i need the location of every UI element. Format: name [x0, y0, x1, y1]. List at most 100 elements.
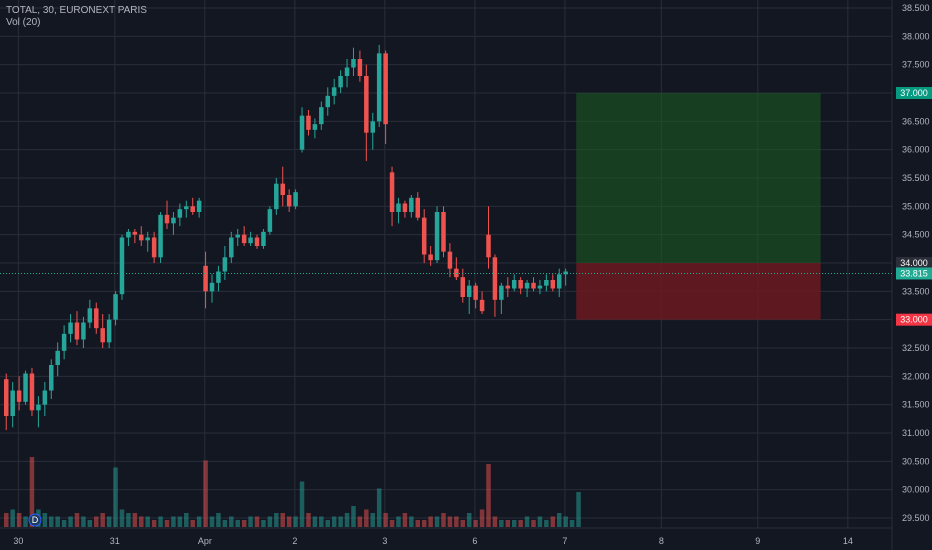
price-tick-label: 30.500 [902, 456, 930, 466]
candle-body [94, 308, 99, 329]
symbol-legend[interactable]: TOTAL, 30, EURONEXT PARIS [6, 5, 147, 16]
volume-bar [531, 520, 536, 527]
candle-body [100, 328, 105, 343]
volume-bar [139, 516, 144, 527]
volume-bar [396, 516, 401, 527]
candle-body [351, 59, 356, 68]
volume-bar [370, 513, 376, 527]
volume-bar [171, 516, 176, 527]
volume-bar [132, 513, 138, 527]
candle-body [531, 282, 536, 289]
candle-body [505, 285, 511, 289]
volume-bar [203, 460, 208, 527]
candle-body [409, 197, 414, 212]
volume-bar [280, 513, 285, 527]
time-tick-label: 3 [382, 536, 387, 546]
entry-price-tag-bg [896, 257, 932, 269]
time-axis[interactable]: 30 31 Apr 2 3 6 7 8 9 14 [13, 536, 852, 546]
volume-bar [383, 513, 388, 527]
volume-bar [229, 516, 234, 527]
volume-bar [409, 516, 414, 527]
candle-body [145, 237, 150, 241]
price-tick-label: 36.500 [902, 116, 930, 126]
volume-bar [126, 513, 131, 527]
candle-body [209, 282, 215, 292]
volume-bar [94, 516, 99, 527]
volume-bar [4, 513, 9, 527]
candle-body [473, 285, 478, 300]
candle-body [280, 183, 285, 195]
time-tick-label: 7 [562, 536, 567, 546]
volume-bar [460, 520, 466, 527]
candle-body [563, 271, 568, 275]
candle-body [248, 237, 253, 244]
candle-body [139, 234, 144, 241]
volume-bar [389, 520, 395, 527]
candle-body [81, 322, 86, 340]
volume-bar [524, 516, 530, 527]
candle-body [68, 322, 73, 334]
volume-bar [537, 516, 543, 527]
volume-bar [331, 516, 337, 527]
candle-body [229, 237, 234, 258]
candle-body [151, 237, 157, 258]
long-position-zones[interactable] [576, 93, 821, 320]
candle-body [556, 274, 562, 289]
candle-body [537, 285, 543, 289]
candle-body [49, 365, 54, 391]
volume-bar [338, 516, 343, 527]
candle-body [119, 237, 125, 295]
candle-body [421, 217, 427, 255]
candle-body [428, 254, 433, 261]
candle-body [36, 404, 41, 411]
price-tick-label: 38.500 [902, 3, 930, 13]
loss-zone [576, 263, 821, 320]
candle-body [29, 373, 35, 411]
candle-body [454, 268, 459, 278]
candlestick-series [4, 44, 568, 431]
volume-bar [196, 516, 202, 527]
volume-bar [576, 492, 581, 527]
candle-body [184, 206, 189, 210]
candle-body [158, 214, 163, 258]
time-tick-label: 31 [110, 536, 120, 546]
volume-bar [68, 516, 73, 527]
dividend-marker[interactable]: D [28, 513, 42, 527]
candle-body [383, 53, 388, 125]
volume-bar [190, 520, 195, 527]
candle-body [299, 115, 305, 150]
candle-body [216, 271, 221, 283]
price-tick-label: 32.500 [902, 343, 930, 353]
volume-bar [415, 520, 421, 527]
last-price-tag-bg [896, 267, 932, 280]
candle-body [338, 76, 343, 88]
price-tick-label: 36.000 [902, 145, 930, 155]
volume-bar [428, 516, 433, 527]
candle-body [402, 203, 408, 212]
volume-bar [216, 513, 221, 527]
price-tick-label: 34.500 [902, 230, 930, 240]
volume-bar [563, 516, 568, 527]
volume-bar [10, 509, 15, 527]
time-tick-label: 30 [13, 536, 23, 546]
price-tick-label: 32.000 [902, 371, 930, 381]
volume-bar [87, 520, 93, 527]
candle-body [441, 212, 446, 252]
candle-body [293, 192, 298, 207]
volume-bar [16, 513, 22, 527]
target-price-tag-bg [896, 87, 932, 99]
profit-zone [576, 93, 821, 263]
candle-body [126, 231, 131, 238]
volume-bar [466, 513, 472, 527]
volume-legend[interactable]: Vol (20) [6, 17, 41, 28]
volume-bar [74, 513, 80, 527]
candle-body [196, 200, 202, 212]
candle-body [306, 115, 311, 130]
volume-bar [61, 520, 67, 527]
volume-bar [518, 520, 523, 527]
volume-bar [364, 509, 369, 527]
stop-price-tag-label: 33.000 [900, 315, 928, 325]
candle-body [42, 390, 48, 405]
